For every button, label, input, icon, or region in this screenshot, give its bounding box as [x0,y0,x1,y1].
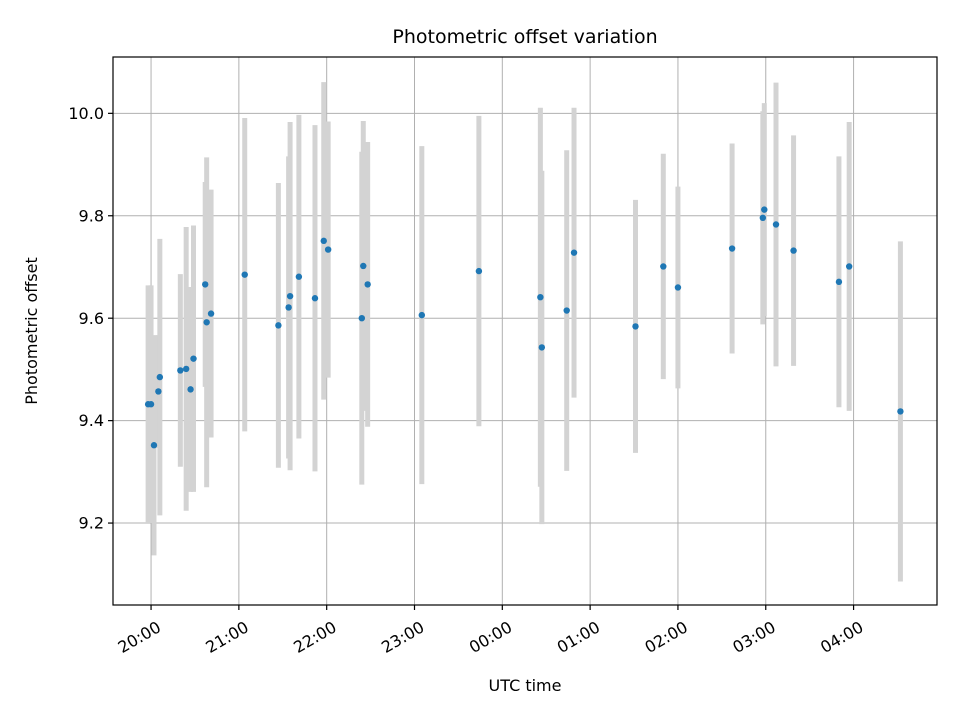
data-point [207,310,215,317]
plot-frame [112,56,938,606]
data-point [275,322,282,329]
data-point [295,273,303,280]
data-point [759,214,767,222]
data-point [241,271,248,278]
y-tick-label: 9.8 [79,206,104,225]
data-point [790,247,797,254]
data-point [364,281,371,288]
data-point [761,206,768,213]
data-point [150,442,158,449]
data-point [320,237,327,245]
y-tick-label: 9.2 [79,514,104,533]
data-point [418,311,426,319]
data-point [285,304,292,311]
data-point [156,373,164,381]
data-points [144,206,904,449]
data-point [772,221,780,228]
data-point [632,323,639,330]
data-point [177,367,184,374]
data-point [538,344,546,351]
data-point [475,267,483,275]
y-tick-label: 9.6 [79,309,104,328]
data-point [563,307,570,314]
data-point [203,319,210,326]
data-point [897,408,904,415]
data-point [845,263,853,270]
data-point [728,245,736,252]
data-point [187,386,194,393]
data-point [537,293,544,301]
data-point [311,295,319,302]
data-point [286,292,294,300]
data-point [324,246,332,253]
y-axis: 9.2 9.4 9.6 9.8 10.0 [68,104,113,533]
data-point [674,284,682,291]
data-point [660,263,667,270]
data-point [570,249,578,256]
data-point [835,278,843,286]
data-point [147,401,155,408]
chart-title: Photometric offset variation [392,26,657,48]
data-point [182,365,190,373]
y-axis-label: Photometric offset [22,257,41,405]
data-point [360,262,367,270]
data-point [358,314,366,322]
data-point [190,355,197,362]
y-tick-label: 9.4 [79,411,104,430]
x-axis-label: UTC time [489,676,562,695]
y-tick-label: 10.0 [68,104,104,123]
data-point [202,281,209,288]
data-point [155,388,162,395]
